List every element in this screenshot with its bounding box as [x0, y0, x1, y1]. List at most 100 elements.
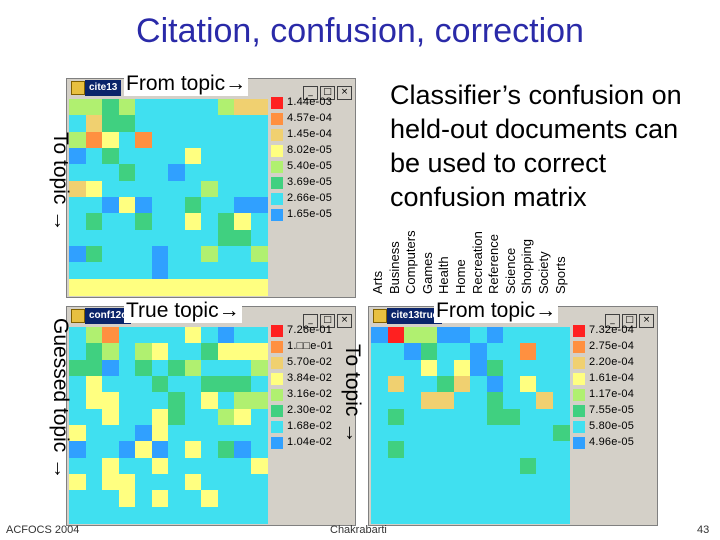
- minimize-icon[interactable]: _: [303, 314, 318, 328]
- heatmap-cell: [69, 99, 86, 116]
- heatmap-cell: [135, 392, 152, 410]
- heatmap-cell: [234, 148, 251, 165]
- heatmap-cell: [201, 474, 218, 491]
- heatmap-cell: [151, 164, 169, 182]
- heatmap-cell: [135, 148, 152, 165]
- window-name: cite13: [85, 80, 122, 96]
- heatmap-cell: [234, 99, 251, 116]
- close-icon[interactable]: ×: [337, 86, 352, 100]
- heatmap-cell: [85, 359, 103, 377]
- heatmap-cell: [135, 213, 152, 231]
- heatmap-cell: [250, 148, 268, 165]
- heatmap-cell: [102, 441, 119, 459]
- heatmap-cell: [85, 229, 103, 247]
- heatmap-cell: [371, 343, 388, 361]
- heatmap-cell: [118, 359, 136, 377]
- category-label: Sports: [552, 256, 568, 294]
- confusion-window-cite13true: cite13true _ □ × 7.32e-04 2.75e-04 2.20e-04 1…: [368, 306, 658, 526]
- heatmap-cell: [201, 490, 218, 508]
- heatmap-cell: [519, 425, 537, 442]
- legend-value: 8.02e-05: [287, 144, 333, 156]
- legend-swatch: [573, 341, 585, 353]
- heatmap-cell: [217, 115, 235, 133]
- legend-value: 3.16e-02: [287, 388, 333, 400]
- heatmap-cell: [151, 441, 169, 459]
- category-label: Computers: [403, 230, 419, 294]
- heatmap-cell: [151, 197, 169, 214]
- legend-entry: 4.96e-05: [573, 435, 657, 451]
- legend-swatch: [271, 437, 283, 449]
- legend-value: 1.04e-02: [287, 436, 333, 448]
- heatmap-cell: [536, 425, 553, 442]
- heatmap-cell: [102, 278, 119, 296]
- heatmap-cell: [184, 408, 202, 426]
- heatmap-cell: [371, 474, 388, 491]
- heatmap-cell: [69, 278, 86, 296]
- heatmap-cell: [168, 376, 185, 393]
- legend-swatch: [271, 161, 283, 173]
- heatmap-cell: [168, 392, 185, 410]
- heatmap-cell: [118, 490, 136, 508]
- heatmap-cell: [552, 474, 570, 491]
- heatmap-cell: [536, 343, 553, 361]
- heatmap-cell: [168, 441, 185, 459]
- heatmap-cell: [168, 359, 185, 377]
- heatmap-cell: [503, 376, 520, 393]
- heatmap-cell: [404, 327, 421, 344]
- heatmap-cell: [486, 343, 504, 361]
- heatmap-cell: [503, 425, 520, 442]
- classifier-note: Classifier’s confusion on held-out docum…: [390, 80, 682, 212]
- heatmap-cell: [404, 441, 421, 459]
- heatmap-cell: [151, 327, 169, 344]
- legend-entry: 1.44e-03: [271, 95, 355, 111]
- heatmap-cell: [234, 164, 251, 182]
- window-name: conf12c: [85, 308, 131, 324]
- legend-swatch: [271, 145, 283, 157]
- maximize-icon[interactable]: □: [320, 314, 335, 328]
- heatmap-cell: [168, 148, 185, 165]
- minimize-icon[interactable]: _: [303, 86, 318, 100]
- close-icon[interactable]: ×: [639, 314, 654, 328]
- legend-swatch: [271, 113, 283, 125]
- heatmap-cell: [234, 490, 251, 508]
- heatmap-cell: [470, 457, 487, 475]
- heatmap-cell: [102, 327, 119, 344]
- heatmap-cell: [201, 229, 218, 247]
- legend-entry: 1.61e-04: [573, 371, 657, 387]
- heatmap-cell: [503, 343, 520, 361]
- heatmap-cell: [536, 408, 553, 426]
- heatmap-cell: [519, 441, 537, 459]
- heatmap-cell: [234, 180, 251, 198]
- heatmap-cell: [437, 474, 454, 491]
- guessed-topic-label: Guessed topic →: [49, 318, 72, 480]
- heatmap-cell: [420, 490, 438, 508]
- heatmap-cell: [118, 197, 136, 214]
- close-icon[interactable]: ×: [337, 314, 352, 328]
- heatmap-cell: [118, 343, 136, 361]
- heatmap-cell: [85, 506, 103, 524]
- legend-value: 2.75e-04: [589, 340, 635, 352]
- legend-entry: 5.40e-05: [271, 159, 355, 175]
- minimize-icon[interactable]: _: [605, 314, 620, 328]
- heatmap-cell: [371, 506, 388, 524]
- heatmap-cell: [85, 457, 103, 475]
- heatmap-cell: [404, 343, 421, 361]
- maximize-icon[interactable]: □: [622, 314, 637, 328]
- heatmap-cell: [151, 278, 169, 296]
- legend-entry: 1.17e-04: [573, 387, 657, 403]
- heatmap-cell: [168, 213, 185, 231]
- heatmap-cell: [184, 229, 202, 247]
- heatmap-cell: [118, 506, 136, 524]
- legend-swatch: [271, 129, 283, 141]
- heatmap-cell: [184, 506, 202, 524]
- heatmap-cell: [102, 180, 119, 198]
- heatmap-grid: [69, 327, 268, 524]
- heatmap-cell: [69, 164, 86, 182]
- heatmap-cell: [217, 327, 235, 344]
- maximize-icon[interactable]: □: [320, 86, 335, 100]
- heatmap-cell: [387, 359, 405, 377]
- heatmap-cell: [102, 392, 119, 410]
- heatmap-cell: [536, 474, 553, 491]
- footer-left: ACFOCS 2004: [6, 524, 80, 536]
- heatmap-cell: [102, 115, 119, 133]
